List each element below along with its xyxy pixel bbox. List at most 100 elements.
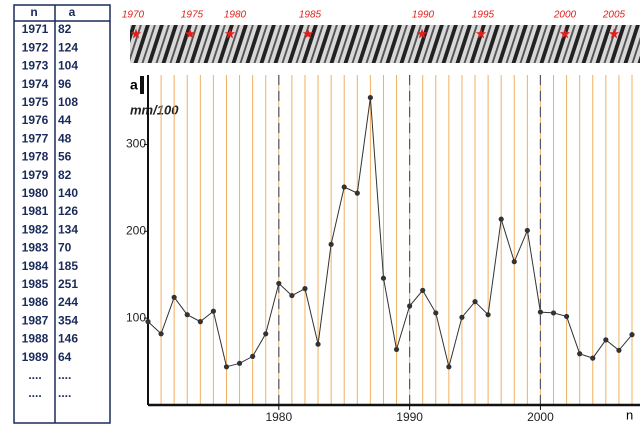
table-cell: 185: [58, 259, 78, 273]
table-cell: 1983: [22, 241, 49, 255]
table-cell: 48: [58, 131, 72, 145]
table-cell: 56: [58, 150, 72, 164]
data-point: [525, 228, 530, 233]
table-cell: 1973: [22, 59, 49, 73]
table-cell: ....: [58, 386, 71, 400]
data-point: [289, 293, 294, 298]
data-point: [355, 191, 360, 196]
table-cell: 64: [58, 350, 72, 364]
table-cell: 1987: [22, 313, 49, 327]
y-tick-label: 200: [126, 223, 146, 237]
x-axis-label: n: [626, 407, 633, 422]
table-cell: 1976: [22, 113, 49, 127]
table-cell: 134: [58, 222, 78, 236]
data-point: [512, 259, 517, 264]
table-cell: 1972: [22, 40, 49, 54]
data-point: [224, 364, 229, 369]
data-point: [407, 303, 412, 308]
data-point: [368, 95, 373, 100]
data-point: [329, 242, 334, 247]
table-cell: 1980: [22, 186, 49, 200]
strip-year-label: 1985: [299, 10, 322, 21]
tree-ring-strip: [130, 25, 640, 63]
y-axis-unit: mm/100: [130, 102, 179, 117]
table-header: n: [30, 5, 37, 19]
table-cell: 44: [58, 113, 72, 127]
x-tick-label: 1980: [265, 410, 292, 424]
data-point: [250, 354, 255, 359]
table-cell: 124: [58, 40, 78, 54]
table-cell: 1985: [22, 277, 49, 291]
strip-year-label: 2000: [553, 10, 577, 21]
table-cell: 1981: [22, 204, 49, 218]
y-tick-label: 300: [126, 137, 146, 151]
table-cell: 108: [58, 95, 78, 109]
y-axis-marker: [140, 76, 144, 94]
table-cell: 1971: [22, 22, 49, 36]
table-cell: 146: [58, 332, 78, 346]
table-cell: 96: [58, 77, 72, 91]
data-point: [486, 312, 491, 317]
x-tick-label: 2000: [527, 410, 554, 424]
strip-year-label: 1980: [224, 10, 247, 21]
table-cell: ....: [58, 368, 71, 382]
data-point: [564, 314, 569, 319]
data-point: [381, 276, 386, 281]
data-point: [459, 315, 464, 320]
table-cell: 1978: [22, 150, 49, 164]
table-cell: 1984: [22, 259, 49, 273]
data-point: [603, 337, 608, 342]
table-cell: 104: [58, 59, 78, 73]
x-tick-label: 1990: [396, 410, 423, 424]
data-point: [394, 347, 399, 352]
y-tick-label: 100: [126, 310, 146, 324]
table-cell: 354: [58, 313, 78, 327]
data-point: [315, 342, 320, 347]
strip-year-label: 1995: [472, 10, 495, 21]
data-point: [433, 310, 438, 315]
data-line: [148, 98, 632, 367]
data-point: [420, 288, 425, 293]
table-cell: 82: [58, 168, 72, 182]
data-point: [472, 299, 477, 304]
table-cell: 82: [58, 22, 72, 36]
data-point: [276, 281, 281, 286]
strip-year-label: 2005: [602, 10, 626, 21]
data-point: [551, 310, 556, 315]
strip-year-label: 1990: [412, 10, 435, 21]
table-cell: 251: [58, 277, 78, 291]
data-point: [616, 348, 621, 353]
data-point: [446, 364, 451, 369]
data-point: [185, 312, 190, 317]
strip-year-label: 1970: [122, 10, 145, 21]
data-point: [342, 184, 347, 189]
data-point: [629, 332, 634, 337]
data-point: [590, 356, 595, 361]
data-point: [499, 217, 504, 222]
data-point: [145, 319, 150, 324]
table-cell: 244: [58, 295, 78, 309]
y-axis-label: a: [130, 77, 138, 93]
table-cell: ....: [28, 386, 41, 400]
strip-year-label: 1975: [181, 10, 204, 21]
table-cell: 1977: [22, 131, 49, 145]
table-cell: 1989: [22, 350, 49, 364]
table-cell: ....: [28, 368, 41, 382]
data-point: [302, 286, 307, 291]
table-cell: 1982: [22, 222, 49, 236]
table-cell: 1974: [22, 77, 49, 91]
data-point: [198, 319, 203, 324]
data-point: [577, 351, 582, 356]
table-cell: 1988: [22, 332, 49, 346]
table-cell: 1986: [22, 295, 49, 309]
table-cell: 70: [58, 241, 72, 255]
table-cell: 1979: [22, 168, 49, 182]
data-point: [172, 295, 177, 300]
table-header: a: [69, 5, 76, 19]
data-point: [263, 331, 268, 336]
page: a mm/100 n n a 1971 82 1972 124 1973 104 1974 96 1…: [0, 0, 640, 424]
table-cell: 140: [58, 186, 78, 200]
data-point: [237, 361, 242, 366]
table-cell: 126: [58, 204, 78, 218]
data-point: [158, 331, 163, 336]
